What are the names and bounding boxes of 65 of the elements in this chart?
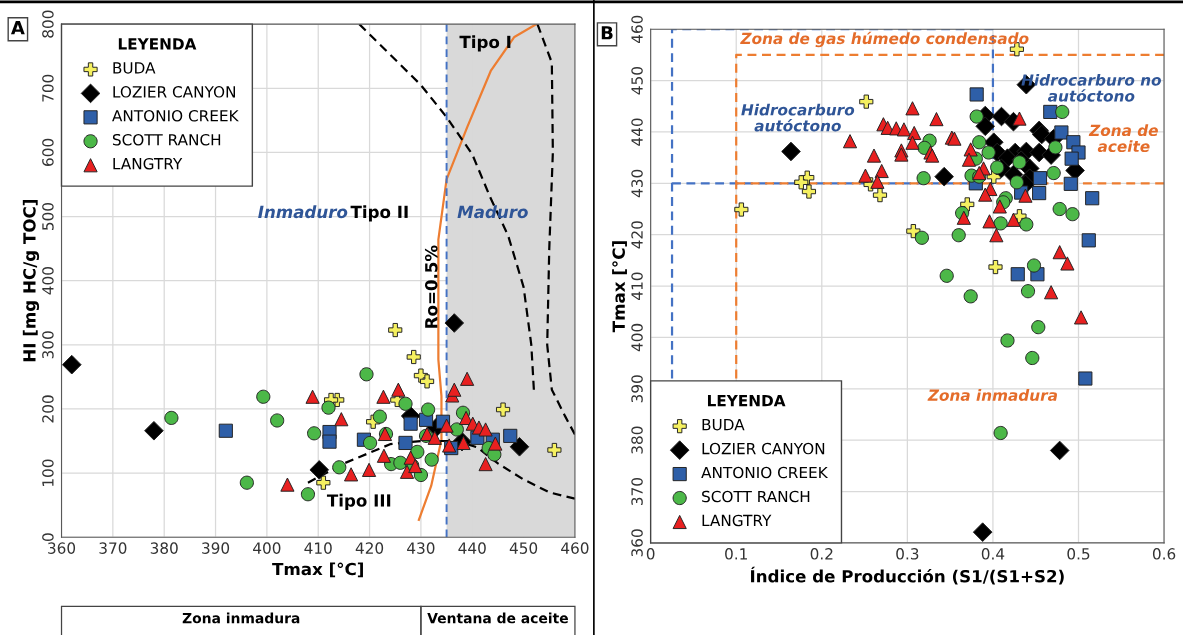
legend-label: LANGTRY [113,157,183,170]
annotation: Hidrocarburo autóctono [741,103,855,132]
annotation: Zona inmadura [927,389,1057,401]
annotation: Ro=0.5% [424,245,438,328]
annotation: Zona de aceite [1088,124,1158,153]
legend-label: ANTONIO CREEK [112,110,239,122]
legend-title: LEYENDA [707,395,786,407]
x-tick-label: 430 [407,542,435,554]
x-tick-label: 370 [99,542,127,554]
annotation: Tipo I [459,35,511,52]
y-tick-label: 600 [42,138,54,166]
x-tick-label: 0.5 [1067,548,1090,560]
x-axis-title: Índice de Producción (S1/(S1+S2) [751,566,1064,585]
legend-label: SCOTT RANCH [112,133,221,146]
y-tick-label: 200 [42,395,54,423]
y-axis-title: HI [mg HC/g TOC] [22,200,40,362]
y-tick-label: 430 [631,169,643,198]
y-tick-label: 440 [631,118,643,146]
x-tick-label: 380 [150,542,178,554]
y-tick-label: 410 [631,272,643,300]
y-axis-title: Tmax [°C] [612,241,627,333]
annotation: Maduro [457,205,528,219]
x-tick-label: 460 [561,542,589,554]
y-tick-label: 100 [42,459,54,486]
x-tick-label: 410 [304,542,332,554]
annotation: Inmaduro [258,205,348,219]
y-tick-label: 390 [631,375,643,403]
y-tick-label: 700 [42,74,54,102]
x-axis-title: Tmax [°C] [272,562,363,578]
y-tick-label: 460 [631,15,643,44]
y-tick-label: 420 [631,221,643,249]
y-tick-label: 370 [631,477,643,505]
legend-label: LOZIER CANYON [113,86,236,98]
x-tick-label: 0.3 [896,548,919,560]
x-tick-label: 0.2 [810,548,833,560]
text: B [601,26,613,40]
text: Ventana de aceite [427,612,568,624]
legend-label: BUDA [113,62,156,74]
x-tick-label: 0.1 [725,548,747,560]
x-tick-label: 440 [458,542,486,554]
y-tick-label: 300 [42,331,54,359]
annotation: Tipo III [326,493,391,510]
x-tick-label: 390 [202,542,230,554]
y-tick-label: 500 [42,202,54,230]
y-tick-label: 400 [42,267,54,295]
y-tick-label: 800 [42,10,54,38]
text: Zona inmadura [182,612,300,624]
y-tick-label: 380 [631,426,643,454]
text: A [10,21,25,35]
legend-title: LEYENDA [118,38,197,50]
legend-label: LANGTRY [702,514,772,527]
legend-label: BUDA [702,419,745,431]
legend-label: LOZIER CANYON [702,442,825,455]
y-tick-label: 400 [631,323,643,352]
legend-label: SCOTT RANCH [702,490,810,503]
x-tick-label: 450 [509,542,538,554]
x-tick-label: 0 [646,548,655,560]
x-tick-label: 0.6 [1152,548,1176,560]
annotation: Tipo II [350,205,408,222]
x-tick-label: 0.4 [981,548,1005,560]
legend-label: ANTONIO CREEK [701,466,829,479]
x-tick-label: 420 [355,542,384,554]
y-tick-label: 450 [631,67,643,95]
y-tick-label: 0 [42,533,54,542]
x-tick-label: 400 [253,542,281,554]
